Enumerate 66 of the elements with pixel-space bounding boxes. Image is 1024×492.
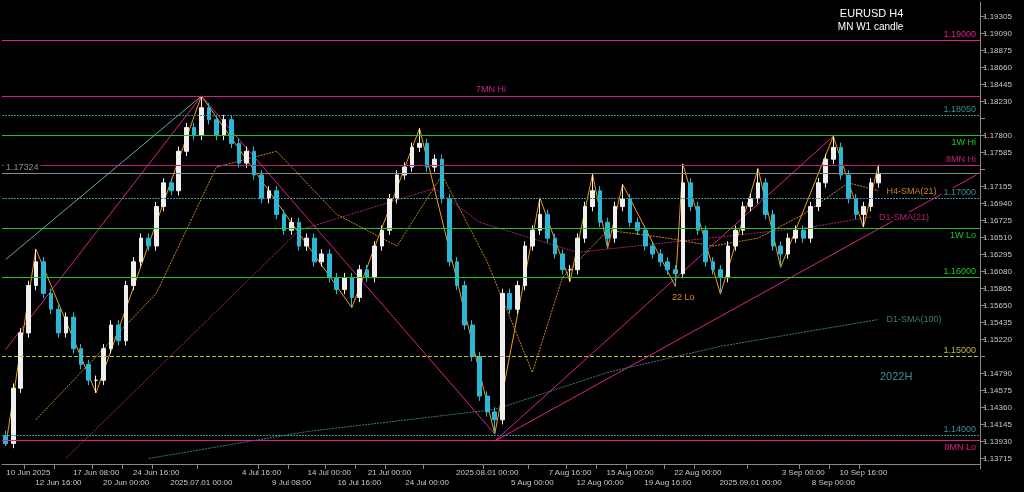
y-tick-label: 1.15865 (983, 283, 1013, 293)
ref-line-label: 1.17324 (6, 161, 39, 172)
ref-line-label: 7MN Hi (475, 84, 507, 95)
x-tick-label: 24 Jul 00:00 (405, 477, 450, 487)
y-tick-label: 1.17585 (983, 147, 1013, 157)
x-tick-label: 20 Jun 00:00 (103, 477, 150, 487)
y-tick-label: 1.16080 (983, 266, 1013, 276)
x-tick-label: 3 Sep 00:00 (781, 467, 826, 477)
ref-line-label: 1.14000 (943, 424, 976, 435)
ref-line-label: 1.18050 (943, 104, 976, 115)
series-label: H4-SMA(21) (886, 185, 937, 196)
ref-line-label: 1W Lo (949, 229, 976, 240)
y-tick-label: 1.13930 (983, 436, 1013, 446)
x-tick-label: 9 Jul 08:00 (272, 477, 312, 487)
ref-line-label: 8MN Hi (945, 153, 976, 164)
x-tick-label: 22 Aug 00:00 (674, 467, 723, 477)
series-label: D1-SMA(21) (878, 211, 929, 222)
x-tick-label: 5 Aug 00:00 (511, 477, 555, 487)
ref-line-label: 8MN Lo (944, 441, 976, 452)
x-tick-label: 24 Jun 16:00 (133, 467, 180, 477)
annotation: 2022H (880, 369, 913, 382)
series-label: D1-SMA(100) (886, 314, 942, 325)
x-tick-label: 15 Aug 00:00 (606, 467, 655, 477)
y-tick-label: 1.19090 (983, 29, 1013, 39)
x-tick-label: 7 Aug 16:00 (548, 467, 592, 477)
x-tick-label: 12 Jun 16:00 (35, 477, 83, 487)
ref-line-label: 1.17000 (943, 187, 976, 198)
y-tick-label: 1.14790 (983, 368, 1013, 378)
x-tick-label: 19 Aug 16:00 (644, 477, 692, 487)
ref-line-label: 1.16000 (943, 266, 976, 277)
y-tick-label: 1.17155 (983, 181, 1013, 191)
y-tick-label: 1.18660 (983, 63, 1013, 73)
x-tick-label: 8 Sep 00:00 (811, 477, 856, 487)
x-tick-label: 2025.07.01 00:00 (170, 477, 234, 487)
y-tick-label: 1.18445 (983, 80, 1013, 90)
x-tick-label: 16 Jul 16:00 (337, 477, 382, 487)
x-tick-label: 10 Sep 16:00 (839, 467, 888, 477)
annotation: 22 Lo (672, 291, 695, 302)
x-tick-label: 17 Jun 08:00 (72, 467, 120, 477)
y-tick-label: 1.19305 (983, 12, 1013, 22)
ref-line-label: 1.15000 (943, 345, 976, 356)
y-tick-label: 1.15220 (983, 334, 1013, 344)
chart-title: EURUSD H4 (839, 6, 904, 19)
y-tick-label: 1.16295 (983, 249, 1013, 259)
y-tick-label: 1.16510 (983, 232, 1013, 242)
x-tick-label: 2025.09.01 00:00 (719, 477, 783, 487)
x-tick-label: 2025.08.01 00:00 (456, 467, 519, 477)
y-tick-label: 1.17800 (983, 130, 1013, 140)
y-tick-label: 1.15650 (983, 300, 1013, 310)
y-tick-label: 1.15435 (983, 317, 1013, 327)
x-tick-label: 4 Jul 16:00 (241, 467, 282, 477)
y-tick-label: 1.18230 (983, 97, 1013, 107)
y-tick-label: 1.14145 (983, 419, 1013, 429)
y-tick-label: 1.13715 (983, 453, 1013, 463)
y-tick-label: 1.14575 (983, 385, 1013, 395)
x-tick-label: 12 Aug 00:00 (576, 477, 625, 487)
y-tick-label: 1.16725 (983, 215, 1013, 225)
y-tick-label: 1.18875 (983, 46, 1013, 56)
ref-line-label: 1.19000 (943, 29, 976, 40)
ref-line-label: 1W Hi (951, 136, 976, 147)
x-tick-label: 14 Jul 00:00 (307, 467, 352, 477)
x-tick-label: 10 Jun 2025 (6, 467, 51, 477)
y-tick-label: 1.14360 (983, 402, 1013, 412)
text: MN W1 candle (837, 20, 904, 32)
x-tick-label: 21 Jul 00:00 (367, 467, 412, 477)
y-tick-label: 1.16940 (983, 198, 1013, 208)
